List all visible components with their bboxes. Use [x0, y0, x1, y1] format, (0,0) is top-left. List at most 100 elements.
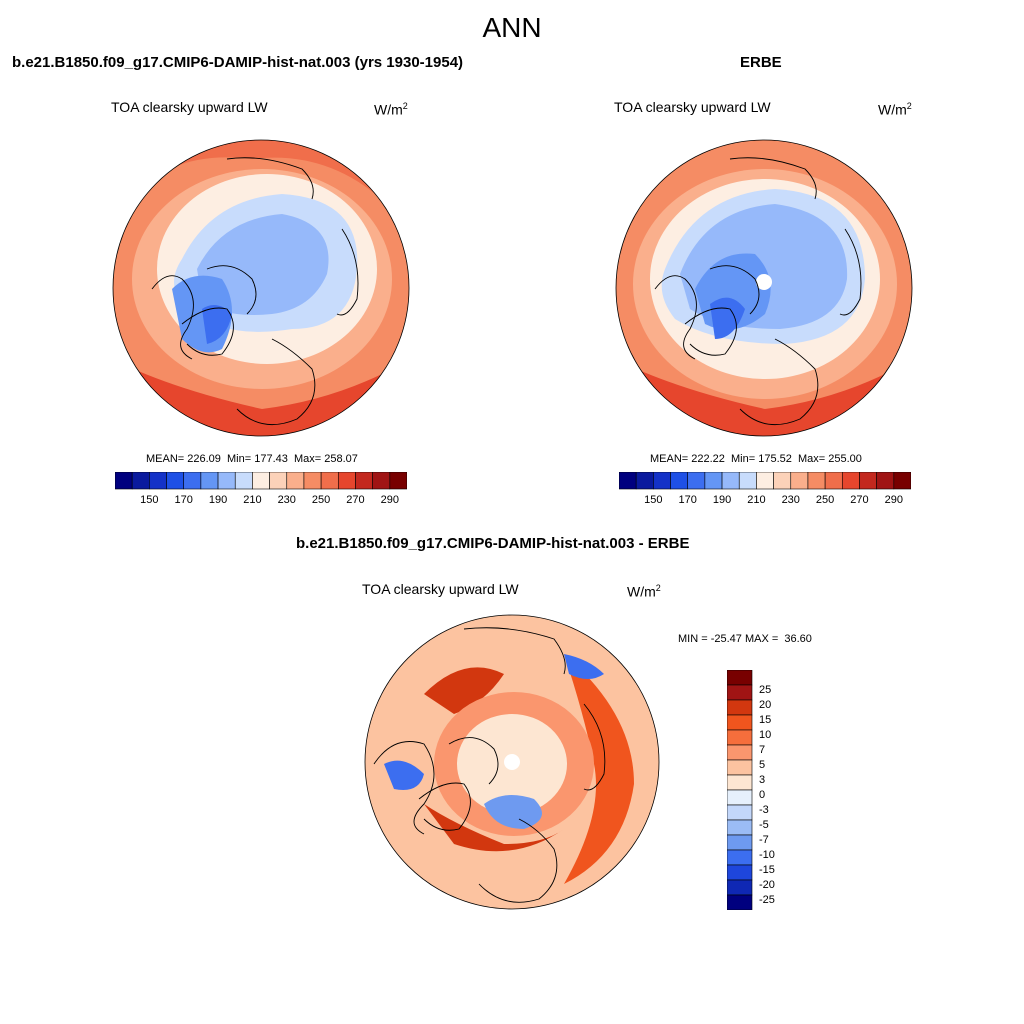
colorbar-swatch	[217, 472, 236, 490]
colorbar-swatch	[687, 472, 706, 490]
colorbar-swatch	[269, 472, 288, 490]
variable-title-erbe: TOA clearsky upward LW	[614, 99, 771, 115]
colorbar-swatch	[727, 879, 753, 896]
colorbar-tick-label: 250	[311, 494, 331, 506]
colorbar-erbe-labels: 150 170 190 210 230 250 270 290	[619, 494, 911, 508]
colorbar-tick-label: 290	[380, 494, 399, 506]
colorbar-swatch	[252, 472, 270, 490]
colorbar-tick-label: -7	[759, 833, 769, 846]
colorbar-swatch	[727, 714, 753, 731]
colorbar-swatch	[166, 472, 185, 490]
colorbar-tick-label: 7	[759, 743, 766, 756]
colorbar-tick-label: 3	[759, 773, 766, 786]
colorbar-swatch	[824, 472, 843, 490]
colorbar-tick-label: 270	[850, 494, 869, 506]
colorbar-swatch	[727, 759, 753, 776]
colorbar-swatch	[653, 472, 671, 490]
colorbar-swatch	[727, 774, 753, 791]
colorbar-swatch	[727, 699, 753, 716]
colorbar-swatch	[149, 472, 167, 490]
colorbar-tick-label: 290	[884, 494, 903, 506]
map-border-diff	[364, 614, 660, 910]
colorbar-swatch	[619, 472, 637, 490]
map-field-diff-east-ring	[564, 654, 634, 884]
colorbar-tick-label: 190	[208, 494, 228, 506]
colorbar-swatch	[337, 472, 356, 490]
map-field-model-greenland-core	[202, 305, 232, 344]
colorbar-tick-label: -3	[759, 803, 769, 816]
variable-title-diff: TOA clearsky upward LW	[362, 581, 519, 597]
map-missing-pole-diff	[504, 754, 520, 770]
colorbar-swatch	[727, 804, 753, 821]
colorbar-tick-label: -20	[759, 878, 775, 891]
colorbar-swatch	[372, 472, 391, 490]
colorbar-swatch	[320, 472, 339, 490]
colorbar-swatch	[738, 472, 757, 490]
colorbar-diff	[727, 670, 753, 910]
map-border-model	[112, 139, 410, 437]
colorbar-swatch	[286, 472, 305, 490]
colorbar-tick-label: 150	[140, 494, 159, 506]
units-diff: W/m2	[627, 583, 661, 600]
colorbar-swatch	[303, 472, 322, 490]
map-border-erbe	[615, 139, 913, 437]
colorbar-tick-label: 210	[747, 494, 766, 506]
colorbar-diff-labels: 25 20 15 10 7 5 3 0 -3 -5 -7 -10 -15 -20 -25	[759, 676, 819, 916]
stats-erbe: MEAN= 222.22 Min= 175.52 Max= 255.00	[650, 453, 862, 465]
map-field-diff-north	[424, 667, 504, 714]
colorbar-swatch	[727, 670, 753, 686]
colorbar-tick-label: 5	[759, 758, 766, 771]
colorbar-swatch	[200, 472, 219, 490]
colorbar-swatch	[727, 729, 753, 746]
colorbar-swatch	[841, 472, 860, 490]
stats-diff: MIN = -25.47 MAX = 36.60	[678, 633, 812, 645]
colorbar-tick-label: 25	[759, 683, 772, 696]
colorbar-model	[115, 472, 407, 490]
colorbar-swatch	[131, 472, 150, 490]
map-missing-pole-erbe	[756, 274, 772, 290]
panel-title-diff: b.e21.B1850.f09_g17.CMIP6-DAMIP-hist-nat…	[296, 535, 690, 552]
panel-title-erbe: ERBE	[740, 54, 782, 71]
colorbar-swatch	[355, 472, 373, 490]
map-field-diff-alaska-neg	[564, 654, 604, 679]
colorbar-tick-label: 0	[759, 788, 766, 801]
stats-model: MEAN= 226.09 Min= 177.43 Max= 258.07	[146, 453, 358, 465]
colorbar-swatch	[876, 472, 895, 490]
colorbar-tick-label: 170	[174, 494, 193, 506]
colorbar-swatch	[635, 472, 654, 490]
map-field-model-ring4	[197, 214, 329, 315]
colorbar-swatch	[807, 472, 826, 490]
polar-map-erbe	[615, 139, 913, 437]
colorbar-swatch	[721, 472, 740, 490]
colorbar-swatch	[389, 472, 407, 490]
variable-title-model: TOA clearsky upward LW	[111, 99, 268, 115]
colorbar-swatch	[704, 472, 723, 490]
colorbar-swatch	[727, 864, 753, 881]
colorbar-tick-label: 210	[243, 494, 262, 506]
colorbar-tick-label: 150	[644, 494, 663, 506]
colorbar-swatch	[183, 472, 202, 490]
colorbar-model-labels: 150 170 190 210 230 250 270 290	[115, 494, 407, 508]
colorbar-swatch	[727, 849, 753, 866]
colorbar-tick-label: 270	[346, 494, 365, 506]
colorbar-swatch	[727, 684, 753, 701]
figure-title: ANN	[482, 12, 542, 43]
colorbar-swatch	[893, 472, 911, 490]
colorbar-swatch	[234, 472, 253, 490]
colorbar-swatch	[727, 894, 753, 910]
colorbar-tick-label: -15	[759, 863, 775, 876]
colorbar-tick-label: 20	[759, 698, 772, 711]
coastlines-erbe	[654, 157, 862, 426]
colorbar-tick-label: 230	[277, 494, 296, 506]
colorbar-swatch	[859, 472, 877, 490]
colorbar-swatch	[773, 472, 792, 490]
colorbar-swatch	[756, 472, 774, 490]
colorbar-swatch	[727, 744, 753, 761]
colorbar-swatch	[727, 819, 753, 836]
colorbar-tick-label: -10	[759, 848, 775, 861]
colorbar-tick-label: 250	[815, 494, 835, 506]
colorbar-tick-label: 10	[759, 728, 772, 741]
colorbar-tick-label: 170	[678, 494, 697, 506]
map-field-diff-south	[424, 804, 564, 852]
map-field-diff-siberia-neg	[484, 795, 542, 829]
